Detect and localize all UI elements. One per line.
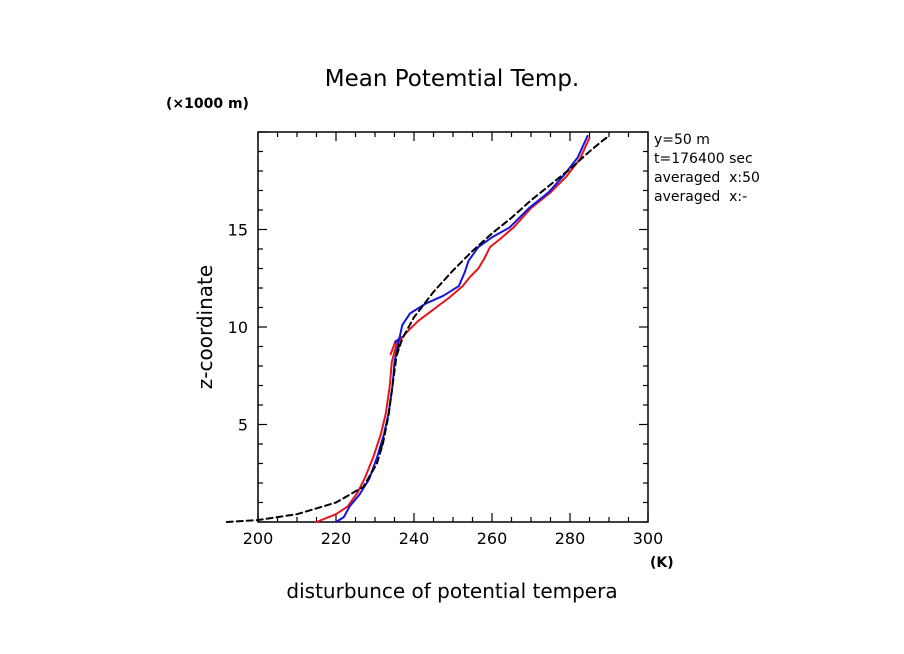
annotation-line-4: averaged x:- [654, 189, 747, 205]
x-tick-label: 240 [399, 529, 430, 548]
axis-ticks [257, 131, 649, 523]
annotation-line-1: y=50 m [654, 132, 710, 148]
x-axis-label: disturbunce of potential tempera [286, 579, 617, 603]
plot-frame [257, 131, 649, 523]
y-tick-label: 15 [228, 221, 248, 240]
annotation-block: y=50 m t=176400 sec averaged x:50 averag… [654, 132, 760, 205]
series-black-tick-6 [395, 343, 401, 356]
y-unit-label: (×1000 m) [166, 96, 249, 112]
y-tick-label: 10 [228, 318, 248, 337]
x-tick-label: 300 [633, 529, 664, 548]
series-black-dashed-2 [225, 134, 610, 523]
x-tick-label: 280 [555, 529, 586, 548]
x-tick-labels: 200 220 240 260 280 300 [243, 529, 664, 548]
x-tick-label: 200 [243, 529, 274, 548]
series-red-solid-0 [315, 136, 591, 523]
annotation-line-2: t=176400 sec [654, 151, 753, 167]
x-tick-label: 220 [321, 529, 352, 548]
x-tick-label: 260 [477, 529, 508, 548]
y-tick-labels: 5 10 15 [228, 221, 248, 435]
series-group [225, 134, 610, 523]
y-tick-label: 5 [238, 416, 248, 435]
series-blue-tick-4 [394, 335, 402, 344]
y-axis-label: z-coordinate [193, 265, 217, 389]
annotation-line-3: averaged x:50 [654, 170, 760, 186]
series-black-tick-5 [379, 441, 384, 453]
chart-title: Mean Potemtial Temp. [325, 66, 579, 92]
x-unit-label: (K) [650, 555, 674, 571]
